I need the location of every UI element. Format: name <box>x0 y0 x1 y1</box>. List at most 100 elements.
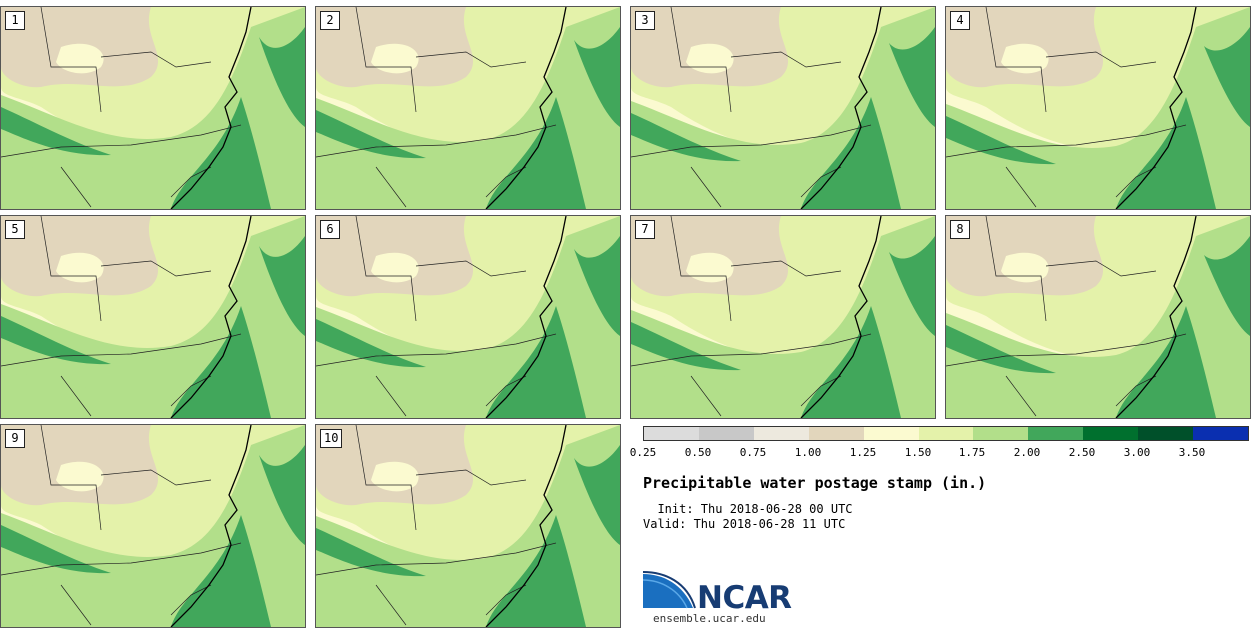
map-stamp-9: 9 <box>0 424 306 628</box>
state-border <box>485 375 527 407</box>
pw-contour-region <box>631 366 801 418</box>
colorbar-tick: 1.75 <box>958 446 986 459</box>
map-stamp-6: 6 <box>315 215 621 419</box>
state-border <box>375 166 407 208</box>
pw-contour-region <box>631 157 801 209</box>
colorbar-tick: 1.50 <box>904 446 932 459</box>
pw-contour-region <box>56 43 104 74</box>
pw-contour-region <box>574 445 620 545</box>
colorbar-segment <box>1083 427 1139 440</box>
colorbar-tick: 0.50 <box>684 446 712 459</box>
colorbar-segment <box>698 427 754 440</box>
state-border <box>946 124 1187 158</box>
pw-contour-region <box>56 252 104 283</box>
state-border <box>375 584 407 626</box>
state-border <box>1 333 242 367</box>
state-border <box>415 260 527 277</box>
precipitable-water-map <box>1 425 305 627</box>
map-stamp-10: 10 <box>315 424 621 628</box>
state-border <box>1 542 242 576</box>
pw-contour-region <box>486 306 586 418</box>
state-border <box>355 425 417 531</box>
pw-contour-region <box>259 445 305 545</box>
pw-contour-region <box>1 575 171 627</box>
pw-contour-region <box>801 97 901 209</box>
pw-contour-region <box>259 27 305 127</box>
state-border <box>170 375 212 407</box>
precipitable-water-map <box>1 216 305 418</box>
pw-contour-region <box>56 461 104 492</box>
stamp-number-label: 1 <box>5 11 25 30</box>
state-border <box>60 584 92 626</box>
map-stamp-4: 4 <box>945 6 1251 210</box>
colorbar-tick: 0.75 <box>739 446 767 459</box>
colorbar-segment <box>973 427 1029 440</box>
state-border <box>1 124 242 158</box>
pw-contour-region <box>1 366 171 418</box>
pw-contour-region <box>889 236 935 336</box>
pw-contour-region <box>1204 27 1250 127</box>
pw-contour-region <box>371 461 419 492</box>
map-stamp-5: 5 <box>0 215 306 419</box>
state-border <box>946 333 1187 367</box>
colorbar-segment <box>1028 427 1084 440</box>
map-stamp-3: 3 <box>630 6 936 210</box>
state-border <box>670 7 732 113</box>
state-border <box>100 51 212 68</box>
state-border <box>690 166 722 208</box>
pw-contour-region <box>316 110 426 159</box>
state-border <box>1045 260 1157 277</box>
pw-contour-region <box>1001 252 1049 283</box>
precipitable-water-map <box>316 216 620 418</box>
coastline <box>170 425 252 627</box>
stamp-number-label: 9 <box>5 429 25 448</box>
precipitable-water-map <box>1 7 305 209</box>
pw-contour-region <box>316 575 486 627</box>
colorbar-segment <box>753 427 809 440</box>
coastline <box>170 216 252 418</box>
stamp-number-label: 2 <box>320 11 340 30</box>
pw-contour-region <box>1116 306 1216 418</box>
state-border <box>670 216 732 322</box>
precipitable-water-map <box>316 425 620 627</box>
precipitable-water-map <box>946 216 1250 418</box>
state-border <box>415 469 527 486</box>
pw-contour-region <box>631 322 741 371</box>
state-border <box>170 584 212 616</box>
pw-contour-region <box>1 107 111 156</box>
pw-contour-region <box>1 316 111 365</box>
colorbar-segment <box>808 427 864 440</box>
pw-contour-region <box>574 27 620 127</box>
pw-contour-region <box>1116 97 1216 209</box>
pw-contour-region <box>889 27 935 127</box>
precipitable-water-map <box>631 216 935 418</box>
pw-contour-region <box>171 97 271 209</box>
pw-contour-region <box>316 157 486 209</box>
colorbar-tick: 1.00 <box>794 446 822 459</box>
pw-contour-region <box>946 325 1056 374</box>
stamp-number-label: 6 <box>320 220 340 239</box>
state-border <box>985 216 1047 322</box>
colorbar-tick: 2.00 <box>1013 446 1041 459</box>
state-border <box>1115 166 1157 198</box>
state-border <box>170 166 212 198</box>
map-stamp-1: 1 <box>0 6 306 210</box>
colorbar-tick: 3.50 <box>1178 446 1206 459</box>
pw-contour-region <box>1 525 111 574</box>
pw-contour-region <box>631 113 741 162</box>
pw-contour-region <box>259 236 305 336</box>
coastline <box>1115 7 1197 209</box>
coastline <box>170 7 252 209</box>
colorbar-segment <box>644 427 699 440</box>
valid-time: Valid: Thu 2018-06-28 11 UTC <box>643 517 846 531</box>
colorbar-segment <box>1193 427 1248 440</box>
pw-contour-region <box>371 252 419 283</box>
state-border <box>631 333 872 367</box>
state-border <box>40 425 102 531</box>
state-border <box>730 260 842 277</box>
state-border <box>730 51 842 68</box>
pw-contour-region <box>686 252 734 283</box>
precipitable-water-map <box>946 7 1250 209</box>
map-stamp-2: 2 <box>315 6 621 210</box>
coastline <box>800 7 882 209</box>
